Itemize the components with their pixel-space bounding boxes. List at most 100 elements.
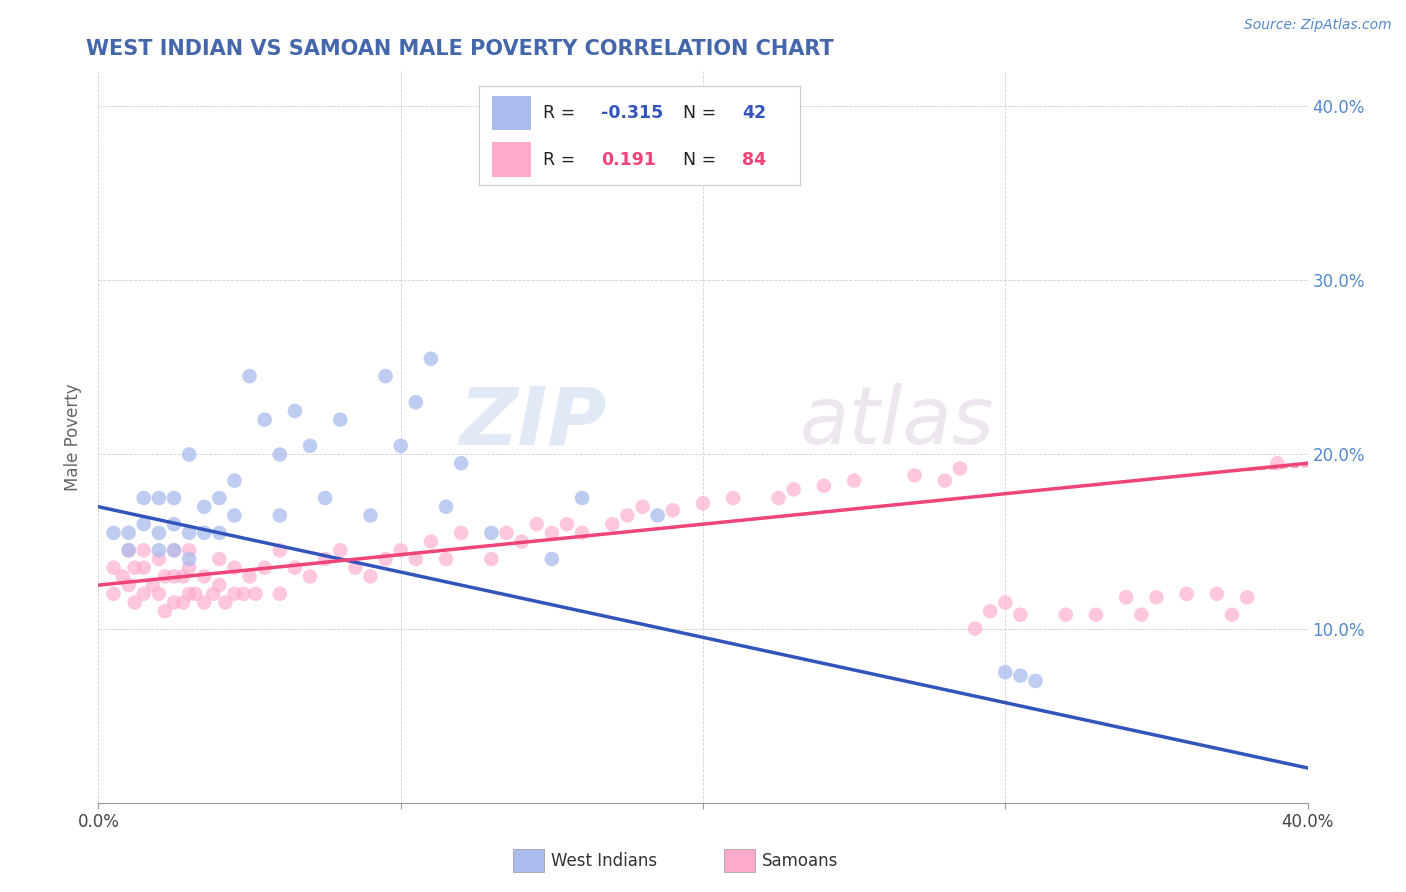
Point <box>163 491 186 505</box>
Point <box>148 543 170 558</box>
Text: Samoans: Samoans <box>762 852 838 870</box>
Point <box>1220 607 1243 622</box>
Point <box>540 525 562 540</box>
Point <box>124 595 146 609</box>
Point <box>510 534 533 549</box>
Point <box>148 552 170 566</box>
Point <box>163 543 186 558</box>
Point <box>208 525 231 540</box>
Point <box>163 569 186 583</box>
Point <box>360 569 382 583</box>
Point <box>360 508 382 523</box>
Point <box>269 448 291 462</box>
Point <box>269 587 291 601</box>
Point <box>571 491 593 505</box>
Point <box>214 595 236 609</box>
Point <box>148 491 170 505</box>
Point <box>934 474 956 488</box>
Point <box>1115 591 1137 605</box>
Point <box>224 587 246 601</box>
Point <box>631 500 654 514</box>
Point <box>434 552 457 566</box>
Point <box>124 560 146 574</box>
Point <box>616 508 638 523</box>
Point <box>965 622 987 636</box>
Point <box>163 595 186 609</box>
Point <box>172 569 194 583</box>
Point <box>269 508 291 523</box>
Point <box>813 479 835 493</box>
Point <box>389 543 412 558</box>
Point <box>540 552 562 566</box>
Point <box>1236 591 1258 605</box>
Point <box>1054 607 1077 622</box>
Point <box>284 404 307 418</box>
Point <box>692 496 714 510</box>
Point <box>179 560 201 574</box>
Y-axis label: Male Poverty: Male Poverty <box>65 384 83 491</box>
Point <box>179 587 201 601</box>
Point <box>481 552 503 566</box>
Point <box>1010 607 1032 622</box>
Point <box>232 587 254 601</box>
Point <box>184 587 207 601</box>
Point <box>239 569 262 583</box>
Point <box>179 543 201 558</box>
Point <box>571 525 593 540</box>
Point <box>153 604 176 618</box>
Point <box>284 560 307 574</box>
Point <box>208 552 231 566</box>
Point <box>994 595 1017 609</box>
Point <box>153 569 176 583</box>
Point <box>314 552 336 566</box>
Point <box>495 525 517 540</box>
Point <box>208 491 231 505</box>
Point <box>193 569 215 583</box>
Point <box>434 500 457 514</box>
Point <box>949 461 972 475</box>
Point <box>172 595 194 609</box>
Point <box>389 439 412 453</box>
Point <box>103 587 125 601</box>
Point <box>555 517 578 532</box>
Point <box>420 534 443 549</box>
Point <box>450 456 472 470</box>
Text: ZIP: ZIP <box>458 384 606 461</box>
Text: Source: ZipAtlas.com: Source: ZipAtlas.com <box>1244 18 1392 32</box>
Point <box>239 369 262 384</box>
Point <box>526 517 548 532</box>
Point <box>723 491 745 505</box>
Point <box>253 412 276 426</box>
Point <box>299 439 322 453</box>
Text: atlas: atlas <box>800 384 994 461</box>
Point <box>314 491 336 505</box>
Point <box>405 395 427 409</box>
Point <box>103 525 125 540</box>
Point <box>111 569 134 583</box>
Point <box>224 560 246 574</box>
Point <box>253 560 276 574</box>
Point <box>374 552 396 566</box>
Point <box>179 525 201 540</box>
Point <box>193 500 215 514</box>
Point <box>329 412 352 426</box>
Point <box>163 543 186 558</box>
Point <box>118 578 141 592</box>
Point <box>269 543 291 558</box>
Point <box>224 508 246 523</box>
Point <box>132 517 155 532</box>
Point <box>132 560 155 574</box>
Point <box>132 587 155 601</box>
Point <box>118 543 141 558</box>
Point <box>450 525 472 540</box>
Point <box>148 525 170 540</box>
Point <box>1206 587 1229 601</box>
Point <box>994 665 1017 680</box>
Point <box>193 595 215 609</box>
Point <box>179 448 201 462</box>
Point <box>132 543 155 558</box>
Point <box>193 525 215 540</box>
Point <box>1130 607 1153 622</box>
Point <box>118 525 141 540</box>
Point <box>1085 607 1108 622</box>
